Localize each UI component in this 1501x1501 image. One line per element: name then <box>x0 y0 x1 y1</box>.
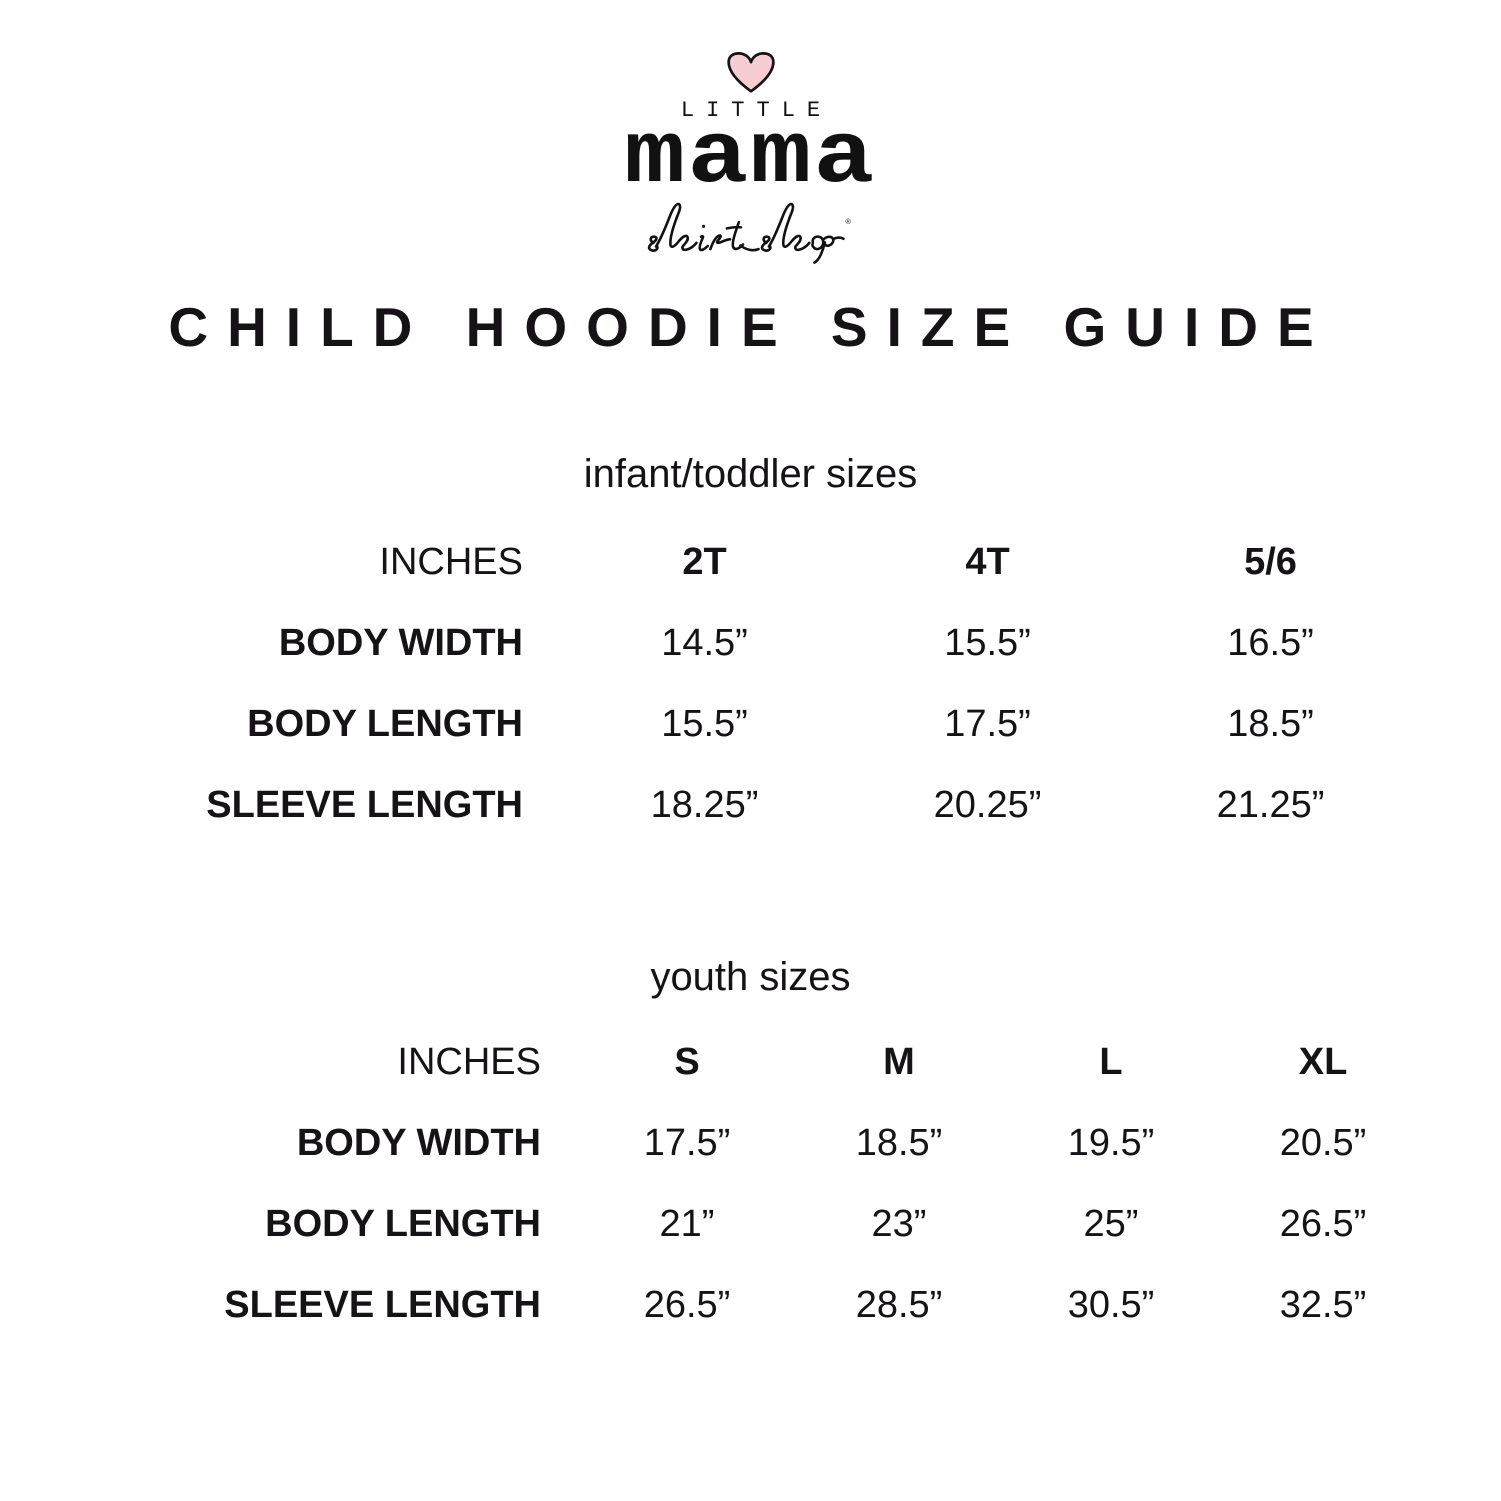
svg-text:®: ® <box>846 217 852 226</box>
